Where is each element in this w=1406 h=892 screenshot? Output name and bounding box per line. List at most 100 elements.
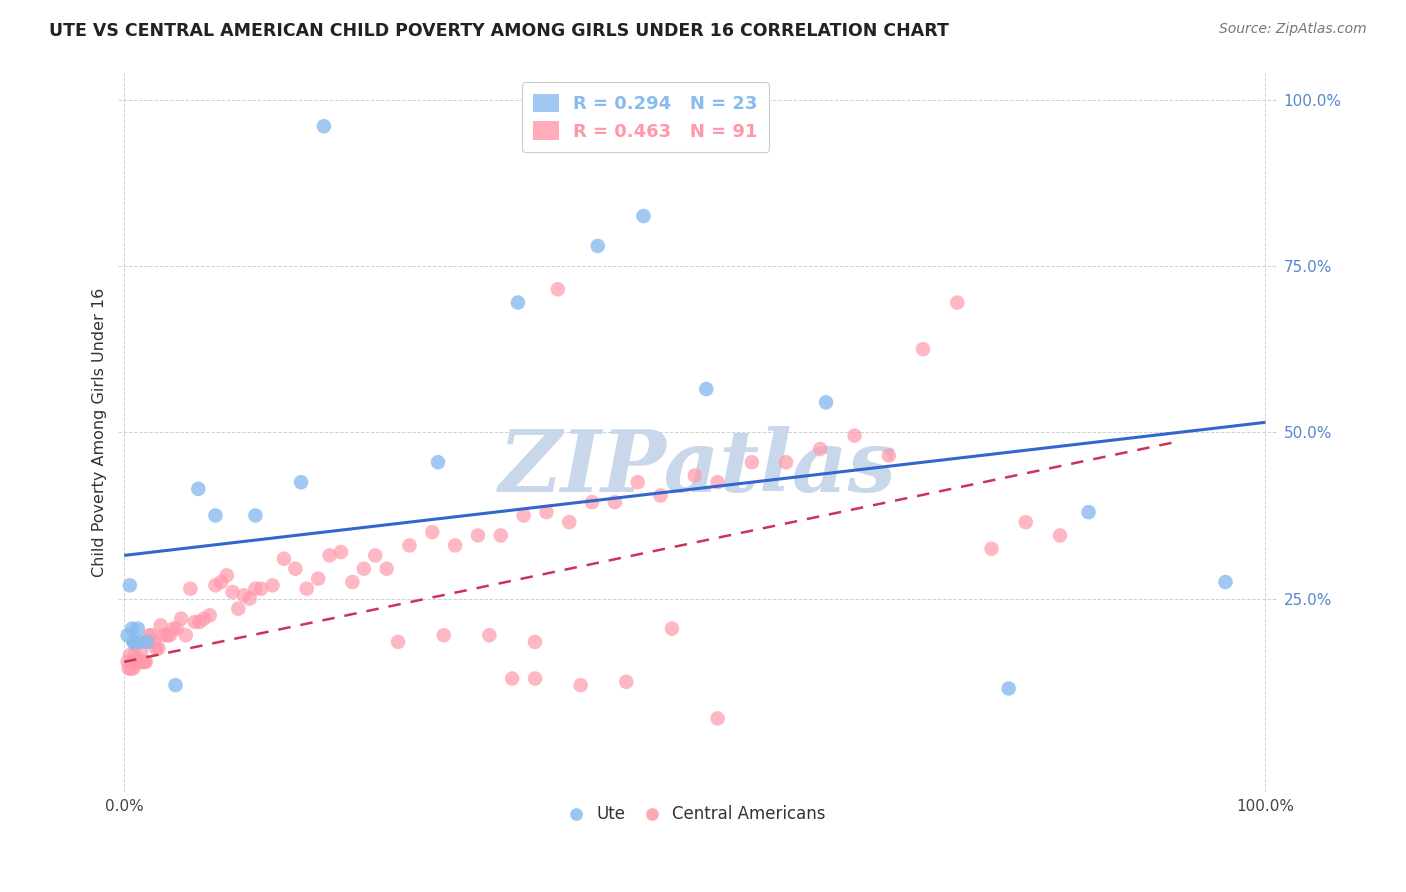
Point xyxy=(187,482,209,496)
Point xyxy=(124,635,146,649)
Point xyxy=(117,628,139,642)
Point xyxy=(122,661,145,675)
Point xyxy=(353,562,375,576)
Point xyxy=(808,442,831,456)
Point xyxy=(695,382,717,396)
Point xyxy=(221,585,243,599)
Point xyxy=(307,572,329,586)
Point xyxy=(946,295,969,310)
Point xyxy=(1215,574,1237,589)
Point xyxy=(524,672,547,686)
Point xyxy=(127,655,149,669)
Point xyxy=(124,638,146,652)
Text: UTE VS CENTRAL AMERICAN CHILD POVERTY AMONG GIRLS UNDER 16 CORRELATION CHART: UTE VS CENTRAL AMERICAN CHILD POVERTY AM… xyxy=(49,22,949,40)
Point xyxy=(117,655,139,669)
Point xyxy=(569,678,592,692)
Point xyxy=(138,628,160,642)
Point xyxy=(184,615,207,629)
Text: ZIPatlas: ZIPatlas xyxy=(499,426,897,510)
Point xyxy=(188,615,211,629)
Point xyxy=(650,489,672,503)
Point xyxy=(145,641,167,656)
Point xyxy=(141,628,163,642)
Point xyxy=(239,591,262,606)
Point xyxy=(118,648,141,663)
Point xyxy=(122,635,145,649)
Point xyxy=(912,342,935,356)
Point xyxy=(165,678,187,692)
Point xyxy=(501,672,523,686)
Point xyxy=(581,495,603,509)
Point xyxy=(198,608,221,623)
Point xyxy=(262,578,284,592)
Point xyxy=(125,651,148,665)
Legend: Ute, Central Americans: Ute, Central Americans xyxy=(562,798,832,830)
Point xyxy=(148,641,170,656)
Point xyxy=(1049,528,1071,542)
Point xyxy=(121,655,143,669)
Point xyxy=(330,545,353,559)
Point xyxy=(118,578,141,592)
Point xyxy=(162,622,184,636)
Point xyxy=(179,582,201,596)
Point xyxy=(427,455,450,469)
Point xyxy=(558,515,581,529)
Point xyxy=(318,549,340,563)
Point xyxy=(506,295,529,310)
Point xyxy=(706,475,728,490)
Point xyxy=(204,578,226,592)
Point xyxy=(226,601,249,615)
Point xyxy=(170,612,193,626)
Point xyxy=(1015,515,1038,529)
Point xyxy=(134,655,156,669)
Point xyxy=(245,508,267,523)
Point xyxy=(614,674,637,689)
Point xyxy=(1077,505,1099,519)
Point xyxy=(128,655,150,669)
Text: Source: ZipAtlas.com: Source: ZipAtlas.com xyxy=(1219,22,1367,37)
Point xyxy=(129,645,152,659)
Point xyxy=(524,635,547,649)
Point xyxy=(121,622,143,636)
Point xyxy=(683,468,706,483)
Point xyxy=(135,655,157,669)
Point xyxy=(467,528,489,542)
Point xyxy=(844,428,866,442)
Point xyxy=(245,582,267,596)
Point xyxy=(233,588,256,602)
Point xyxy=(433,628,456,642)
Point xyxy=(342,574,364,589)
Point xyxy=(209,574,232,589)
Point xyxy=(204,508,226,523)
Point xyxy=(387,635,409,649)
Point xyxy=(159,628,181,642)
Point xyxy=(706,711,728,725)
Point xyxy=(375,562,398,576)
Point xyxy=(142,635,165,649)
Point xyxy=(547,282,569,296)
Point xyxy=(478,628,501,642)
Point xyxy=(661,622,683,636)
Point xyxy=(129,655,152,669)
Point xyxy=(129,635,152,649)
Point xyxy=(153,628,176,642)
Point xyxy=(290,475,312,490)
Point xyxy=(980,541,1002,556)
Point xyxy=(364,549,387,563)
Point xyxy=(193,612,215,626)
Point xyxy=(131,655,153,669)
Point xyxy=(312,119,335,133)
Y-axis label: Child Poverty Among Girls Under 16: Child Poverty Among Girls Under 16 xyxy=(93,288,107,577)
Point xyxy=(124,648,146,663)
Point xyxy=(132,655,155,669)
Point xyxy=(444,538,467,552)
Point xyxy=(284,562,307,576)
Point xyxy=(877,449,900,463)
Point xyxy=(156,628,179,642)
Point xyxy=(118,661,141,675)
Point xyxy=(166,622,188,636)
Point xyxy=(215,568,238,582)
Point xyxy=(627,475,650,490)
Point xyxy=(174,628,197,642)
Point xyxy=(149,618,172,632)
